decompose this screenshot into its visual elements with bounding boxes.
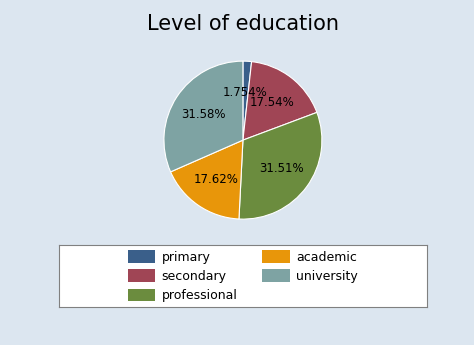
Wedge shape <box>171 140 243 219</box>
Text: 31.58%: 31.58% <box>181 108 226 121</box>
Title: Level of education: Level of education <box>147 14 339 34</box>
Wedge shape <box>243 61 252 140</box>
Text: 17.62%: 17.62% <box>193 172 238 186</box>
Wedge shape <box>164 61 243 172</box>
Text: 31.51%: 31.51% <box>259 161 303 175</box>
Wedge shape <box>243 62 317 140</box>
Legend: primary, secondary, professional, academic, university: primary, secondary, professional, academ… <box>122 244 364 308</box>
Wedge shape <box>239 112 322 219</box>
Text: 17.54%: 17.54% <box>250 96 294 109</box>
Text: 1.754%: 1.754% <box>223 86 268 99</box>
